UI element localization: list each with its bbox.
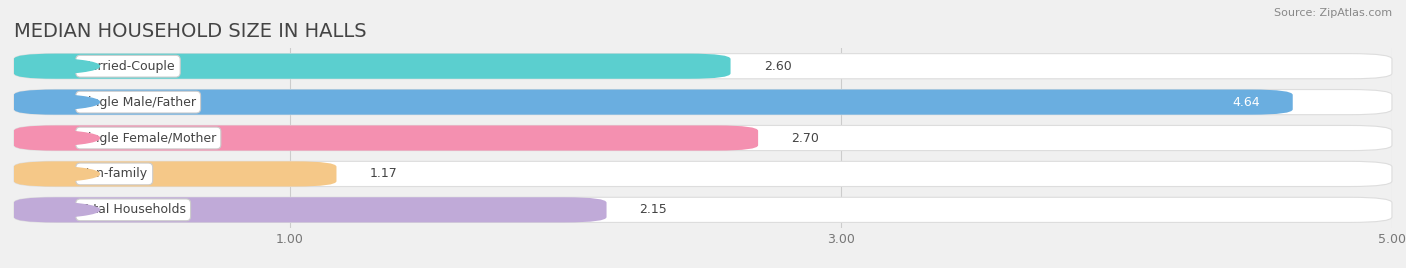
Circle shape (0, 130, 100, 146)
FancyBboxPatch shape (14, 197, 1392, 222)
Text: Married-Couple: Married-Couple (80, 60, 176, 73)
FancyBboxPatch shape (14, 161, 1392, 187)
Text: 2.60: 2.60 (763, 60, 792, 73)
FancyBboxPatch shape (14, 161, 336, 187)
Circle shape (0, 58, 100, 74)
Text: Total Households: Total Households (80, 203, 186, 216)
Text: Single Male/Father: Single Male/Father (80, 96, 197, 109)
Text: MEDIAN HOUSEHOLD SIZE IN HALLS: MEDIAN HOUSEHOLD SIZE IN HALLS (14, 22, 367, 41)
Text: 4.64: 4.64 (1232, 96, 1260, 109)
FancyBboxPatch shape (14, 54, 1392, 79)
Text: 2.15: 2.15 (640, 203, 668, 216)
FancyBboxPatch shape (14, 90, 1292, 115)
Circle shape (0, 166, 100, 182)
FancyBboxPatch shape (14, 125, 758, 151)
Circle shape (0, 94, 100, 110)
Text: 2.70: 2.70 (792, 132, 820, 144)
Text: Single Female/Mother: Single Female/Mother (80, 132, 217, 144)
Text: Source: ZipAtlas.com: Source: ZipAtlas.com (1274, 8, 1392, 18)
FancyBboxPatch shape (14, 125, 1392, 151)
Circle shape (0, 202, 100, 218)
FancyBboxPatch shape (14, 197, 606, 222)
FancyBboxPatch shape (14, 90, 1392, 115)
Text: 1.17: 1.17 (370, 168, 398, 180)
FancyBboxPatch shape (14, 54, 731, 79)
Text: Non-family: Non-family (80, 168, 148, 180)
